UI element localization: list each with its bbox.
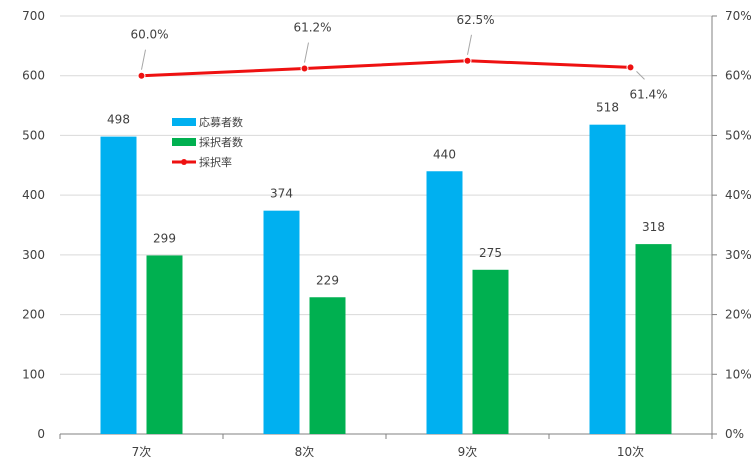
bar-adopted	[472, 269, 509, 434]
left-axis-tick-label: 0	[37, 427, 45, 441]
rate-point	[463, 56, 472, 65]
bar-data-label: 440	[433, 147, 456, 161]
rate-label-leader	[467, 34, 472, 55]
bar-data-labels: 498 374 440 518 299 229 275 318	[107, 101, 665, 288]
rate-label-leader	[636, 71, 645, 80]
rate-data-label: 61.4%	[629, 87, 667, 101]
rate-data-label: 61.2%	[293, 21, 331, 35]
rate-label-leader	[304, 42, 309, 63]
left-axis-tick-label: 400	[22, 188, 45, 202]
rate-point	[300, 64, 309, 73]
bar-adopted	[635, 244, 672, 434]
bar-data-label: 318	[642, 220, 665, 234]
legend-marker	[181, 159, 187, 165]
legend-label: 応募者数	[199, 115, 243, 129]
right-axis-tick-label: 50%	[725, 128, 752, 142]
rate-data-label: 60.0%	[130, 28, 168, 42]
bar-applicants	[263, 210, 300, 434]
legend-label: 採択者数	[199, 135, 243, 149]
right-axis-tick-label: 30%	[725, 248, 752, 262]
left-axis-tick-label: 200	[22, 308, 45, 322]
right-axis-tick-labels: 0% 10% 20% 30% 40% 50% 60% 70%	[725, 9, 752, 441]
bar-data-label: 518	[596, 101, 619, 115]
right-axis-tick-label: 70%	[725, 9, 752, 23]
legend-label: 採択率	[199, 155, 232, 169]
right-axis-tick-label: 60%	[725, 69, 752, 83]
rate-data-label: 62.5%	[456, 13, 494, 27]
bar-data-label: 229	[316, 273, 339, 287]
right-axis-tick-label: 40%	[725, 188, 752, 202]
bar-data-label: 275	[479, 246, 502, 260]
right-axis-tick-label: 20%	[725, 308, 752, 322]
x-axis-tick-label: 10次	[617, 445, 644, 459]
bar-data-label: 374	[270, 187, 293, 201]
left-axis-tick-label: 600	[22, 69, 45, 83]
x-axis-tick-label: 7次	[132, 445, 152, 459]
right-axis-tick-label: 0%	[725, 427, 744, 441]
x-axis-tick-label: 8次	[295, 445, 315, 459]
bar-data-label: 299	[153, 231, 176, 245]
legend-swatch	[172, 118, 196, 126]
left-axis-tick-label: 500	[22, 128, 45, 142]
x-axis-tick-label: 9次	[458, 445, 478, 459]
bar-applicants	[426, 171, 463, 434]
rate-line	[141, 59, 631, 78]
bar-adopted	[309, 297, 346, 434]
bars	[100, 124, 672, 435]
left-axis-tick-labels: 0 100 200 300 400 500 600 700	[22, 9, 45, 441]
bar-data-label: 498	[107, 113, 130, 127]
right-axis-tick-label: 10%	[725, 367, 752, 381]
left-axis-tick-label: 700	[22, 9, 45, 23]
rate-label-leader	[141, 49, 146, 70]
rate-line-series: 60.0% 61.2% 62.5% 61.4%	[130, 13, 667, 102]
left-axis-tick-label: 100	[22, 367, 45, 381]
bar-applicants	[589, 124, 626, 435]
bar-adopted	[146, 255, 183, 434]
legend-swatch	[172, 138, 196, 146]
rate-point	[626, 63, 635, 72]
bar-applicants	[100, 136, 137, 434]
rate-point	[137, 71, 146, 80]
x-axis-tick-labels: 7次 8次 9次 10次	[132, 445, 644, 459]
left-axis-tick-label: 300	[22, 248, 45, 262]
